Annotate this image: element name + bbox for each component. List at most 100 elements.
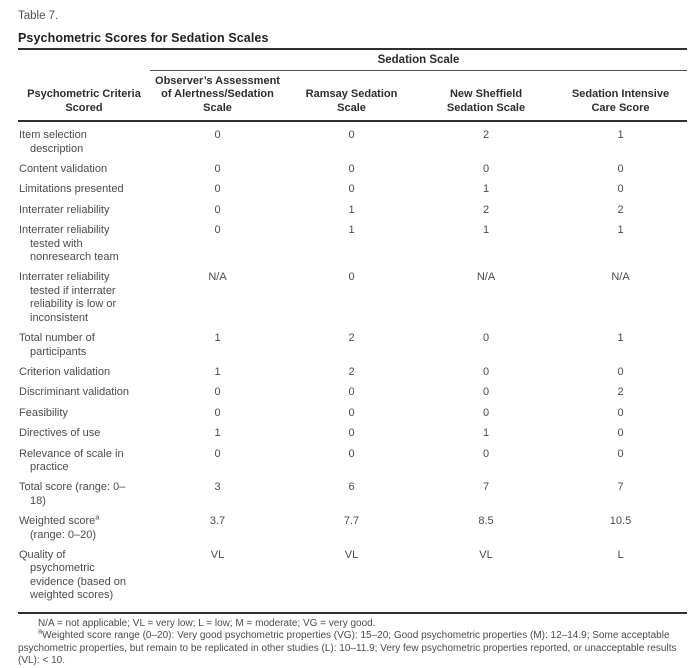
cell-value: VL — [210, 548, 225, 561]
table-row: Weighted scorea (range: 0–20) 3.7 7.7 8.5 10… — [18, 508, 687, 542]
cell-value: 0 — [348, 163, 355, 176]
cell-value: 1 — [348, 203, 355, 216]
cell-value: 0 — [214, 129, 221, 142]
table-row: Quality of psychometric evidence (based … — [18, 542, 687, 613]
row-label: Directives of use — [19, 427, 101, 440]
cell-value: 0 — [348, 406, 355, 419]
footnote: N/A = not applicable; VL = very low; L =… — [38, 617, 376, 629]
cell-value: 0 — [482, 406, 490, 419]
cell-value: 2 — [617, 203, 624, 216]
cell-value: 1 — [214, 365, 221, 378]
table-row: Total number of participants 1 2 0 1 — [18, 325, 687, 359]
cell-value: VL — [344, 548, 359, 561]
column-header-criteria: Psychometric Criteria Scored — [18, 70, 150, 123]
cell-value: 0 — [348, 271, 355, 284]
row-label: Weighted scorea (range: 0–20) — [19, 512, 100, 541]
row-label: Quality of psychometric evidence (based … — [19, 548, 127, 602]
table-row: Item selection description 0 0 2 1 — [18, 121, 687, 156]
cell-value: 10.5 — [609, 515, 632, 528]
row-label: Interrater reliability tested if interra… — [19, 271, 117, 324]
psychometric-scores-table: Sedation Scale Psychometric Criteria Sco… — [18, 48, 687, 614]
column-header-row: Psychometric Criteria Scored Observer’s … — [18, 70, 687, 123]
table-row: Relevance of scale in practice 0 0 0 0 — [18, 441, 687, 475]
cell-value: 1 — [617, 332, 624, 345]
cell-value: 2 — [482, 203, 490, 216]
cell-value: 0 — [617, 163, 624, 176]
cell-value: 7.7 — [343, 515, 360, 528]
table-head: Sedation Scale Psychometric Criteria Sco… — [18, 48, 687, 123]
row-label: Total score (range: 0–18) — [19, 481, 126, 507]
cell-value: 1 — [214, 332, 221, 345]
cell-value: 0 — [617, 365, 624, 378]
span-header-spacer — [18, 48, 150, 71]
cell-value: 0 — [348, 129, 355, 142]
cell-value: N/A — [476, 271, 496, 284]
cell-value: 0 — [348, 447, 355, 460]
cell-value: 0 — [348, 183, 355, 196]
table-row: Interrater reliability tested if interra… — [18, 264, 687, 325]
cell-value: 1 — [617, 129, 624, 142]
cell-value: 1 — [482, 224, 490, 237]
cell-value: 0 — [214, 447, 221, 460]
cell-value: 1 — [348, 224, 355, 237]
footnote: aWeighted score range (0–20): Very good … — [18, 626, 677, 667]
cell-value: 0 — [214, 183, 221, 196]
table-number: Table 7. — [18, 10, 59, 22]
table-row: Feasibility 0 0 0 0 — [18, 400, 687, 420]
column-header-ramsay: Ramsay Sedation Scale — [285, 70, 418, 123]
table-row: Directives of use 1 0 1 0 — [18, 420, 687, 440]
row-label: Content validation — [19, 163, 108, 176]
cell-value: 3.7 — [209, 515, 226, 528]
cell-value: 0 — [482, 332, 490, 345]
cell-value: 0 — [214, 163, 221, 176]
cell-value: 6 — [348, 481, 355, 494]
cell-value: N/A — [208, 271, 227, 284]
cell-value: 0 — [617, 183, 624, 196]
table-body: Item selection description 0 0 2 1 Content va… — [18, 121, 687, 612]
row-label: Feasibility — [19, 406, 68, 419]
span-header-sedation-scale: Sedation Scale — [150, 48, 687, 71]
row-label: Limitations presented — [19, 183, 124, 196]
cell-value: 0 — [617, 427, 624, 440]
column-header-new-sheffield: New Sheffield Sedation Scale — [418, 70, 554, 123]
row-label: Discriminant validation — [19, 386, 130, 399]
cell-value: 0 — [482, 447, 490, 460]
row-label: Relevance of scale in practice — [19, 447, 124, 473]
cell-value: 0 — [482, 386, 490, 399]
span-header-row: Sedation Scale — [18, 48, 687, 71]
cell-value: 7 — [617, 481, 624, 494]
cell-value: 3 — [214, 481, 221, 494]
cell-value: 2 — [482, 129, 490, 142]
cell-value: L — [617, 548, 624, 561]
cell-value: VL — [479, 548, 493, 561]
footnotes: N/A = not applicable; VL = very low; L =… — [18, 614, 694, 668]
cell-value: 1 — [482, 427, 490, 440]
cell-value: 8.5 — [478, 515, 494, 528]
table-row: Criterion validation 1 2 0 0 — [18, 359, 687, 379]
cell-value: 2 — [617, 386, 624, 399]
cell-value: 1 — [617, 224, 624, 237]
table-row: Interrater reliability tested with nonre… — [18, 217, 687, 264]
table-row: Limitations presented 0 0 1 0 — [18, 176, 687, 196]
row-label: Total number of participants — [19, 332, 95, 358]
cell-value: 0 — [617, 447, 624, 460]
table-row: Content validation 0 0 0 0 — [18, 156, 687, 176]
cell-value: 7 — [482, 481, 490, 494]
cell-value: 0 — [214, 406, 221, 419]
table-row: Discriminant validation 0 0 0 2 — [18, 379, 687, 399]
cell-value: 0 — [482, 163, 490, 176]
cell-value: 0 — [482, 365, 490, 378]
cell-value: 0 — [348, 427, 355, 440]
table-row: Total score (range: 0–18) 3 6 7 7 — [18, 474, 687, 508]
row-label: Item selection description — [19, 129, 87, 155]
cell-value: 0 — [214, 386, 221, 399]
cell-value: N/A — [611, 271, 630, 284]
cell-value: 0 — [617, 406, 624, 419]
cell-value: 0 — [214, 203, 221, 216]
cell-value: 2 — [348, 365, 355, 378]
cell-value: 1 — [482, 183, 490, 196]
column-header-sedation-intensive-care: Sedation Intensive Care Score — [554, 70, 687, 123]
row-label: Criterion validation — [19, 365, 111, 378]
cell-value: 2 — [348, 332, 355, 345]
